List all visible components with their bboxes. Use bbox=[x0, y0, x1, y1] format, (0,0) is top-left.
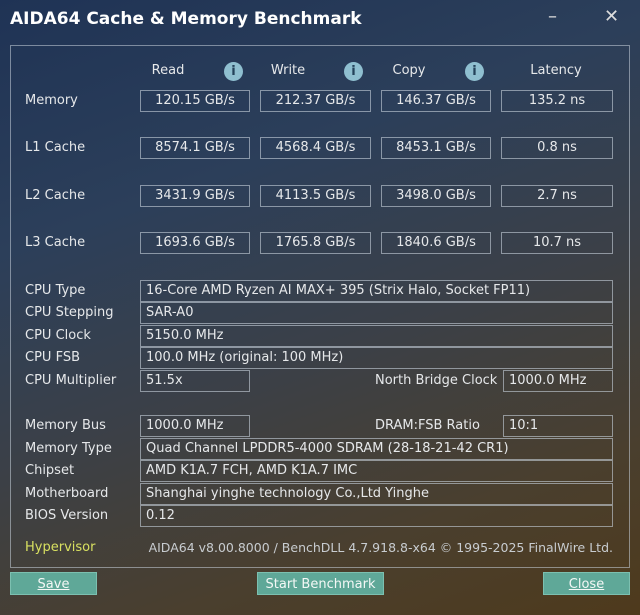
cpu-type-value: 16-Core AMD Ryzen AI MAX+ 395 (Strix Hal… bbox=[140, 280, 613, 302]
column-header-write: Write bbox=[270, 63, 306, 78]
save-label: Save bbox=[37, 577, 70, 592]
motherboard-label: Motherboard bbox=[25, 486, 109, 501]
benchmark-value: 1840.6 GB/s bbox=[381, 232, 491, 254]
write-info-icon[interactable]: i bbox=[344, 62, 363, 81]
close-label: Close bbox=[568, 577, 605, 592]
benchmark-value: 4568.4 GB/s bbox=[260, 137, 371, 159]
column-header-read: Read bbox=[151, 63, 185, 78]
version-text: AIDA64 v8.00.8000 / BenchDLL 4.7.918.8-x… bbox=[148, 540, 613, 555]
cpu-fsb-value: 100.0 MHz (original: 100 MHz) bbox=[140, 347, 613, 369]
memory-type-label: Memory Type bbox=[25, 441, 112, 456]
benchmark-value: 0.8 ns bbox=[501, 137, 613, 159]
benchmark-value: 3431.9 GB/s bbox=[140, 185, 250, 207]
start-benchmark-button[interactable]: Start Benchmark bbox=[257, 572, 384, 595]
close-window-button[interactable]: ✕ bbox=[604, 6, 620, 27]
memory-bus-value: 1000.0 MHz bbox=[140, 415, 250, 437]
benchmark-value: 212.37 GB/s bbox=[260, 90, 371, 112]
nb-clock-label: North Bridge Clock bbox=[375, 373, 498, 388]
benchmark-value: 10.7 ns bbox=[501, 232, 613, 254]
benchmark-value: 1765.8 GB/s bbox=[260, 232, 371, 254]
dram-fsb-label: DRAM:FSB Ratio bbox=[375, 418, 480, 433]
read-info-icon[interactable]: i bbox=[224, 62, 243, 81]
benchmark-value: 3498.0 GB/s bbox=[381, 185, 491, 207]
cpu-clock-label: CPU Clock bbox=[25, 328, 91, 343]
benchmark-value: 146.37 GB/s bbox=[381, 90, 491, 112]
benchmark-value: 120.15 GB/s bbox=[140, 90, 250, 112]
benchmark-value: 8574.1 GB/s bbox=[140, 137, 250, 159]
copy-info-icon[interactable]: i bbox=[465, 62, 484, 81]
hypervisor-label: Hypervisor bbox=[25, 540, 96, 555]
cpu-fsb-label: CPU FSB bbox=[25, 350, 80, 365]
column-header-copy: Copy bbox=[392, 63, 426, 78]
cpu-multiplier-label: CPU Multiplier bbox=[25, 373, 117, 388]
cpu-stepping-value: SAR-A0 bbox=[140, 302, 613, 324]
minimize-button[interactable]: – bbox=[548, 6, 557, 27]
row-label: L2 Cache bbox=[25, 188, 86, 203]
row-label: Memory bbox=[25, 93, 78, 108]
save-button[interactable]: Save bbox=[10, 572, 97, 595]
close-button[interactable]: Close bbox=[543, 572, 630, 595]
cpu-type-label: CPU Type bbox=[25, 283, 86, 298]
benchmark-value: 2.7 ns bbox=[501, 185, 613, 207]
benchmark-value: 4113.5 GB/s bbox=[260, 185, 371, 207]
benchmark-value: 8453.1 GB/s bbox=[381, 137, 491, 159]
chipset-label: Chipset bbox=[25, 463, 75, 478]
chipset-value: AMD K1A.7 FCH, AMD K1A.7 IMC bbox=[140, 460, 613, 482]
benchmark-panel bbox=[10, 45, 630, 568]
benchmark-value: 135.2 ns bbox=[501, 90, 613, 112]
benchmark-value: 1693.6 GB/s bbox=[140, 232, 250, 254]
bios-label: BIOS Version bbox=[25, 508, 109, 523]
row-label: L1 Cache bbox=[25, 140, 86, 155]
dram-fsb-value: 10:1 bbox=[503, 415, 613, 437]
cpu-multiplier-value: 51.5x bbox=[140, 370, 250, 392]
cpu-stepping-label: CPU Stepping bbox=[25, 305, 114, 320]
motherboard-value: Shanghai yinghe technology Co.,Ltd Yingh… bbox=[140, 483, 613, 505]
cpu-clock-value: 5150.0 MHz bbox=[140, 325, 613, 347]
memory-bus-label: Memory Bus bbox=[25, 418, 106, 433]
memory-type-value: Quad Channel LPDDR5-4000 SDRAM (28-18-21… bbox=[140, 438, 613, 460]
bios-value: 0.12 bbox=[140, 505, 613, 527]
row-label: L3 Cache bbox=[25, 235, 86, 250]
nb-clock-value: 1000.0 MHz bbox=[503, 370, 613, 392]
window-title: AIDA64 Cache & Memory Benchmark bbox=[10, 9, 362, 29]
column-header-latency: Latency bbox=[530, 63, 582, 78]
